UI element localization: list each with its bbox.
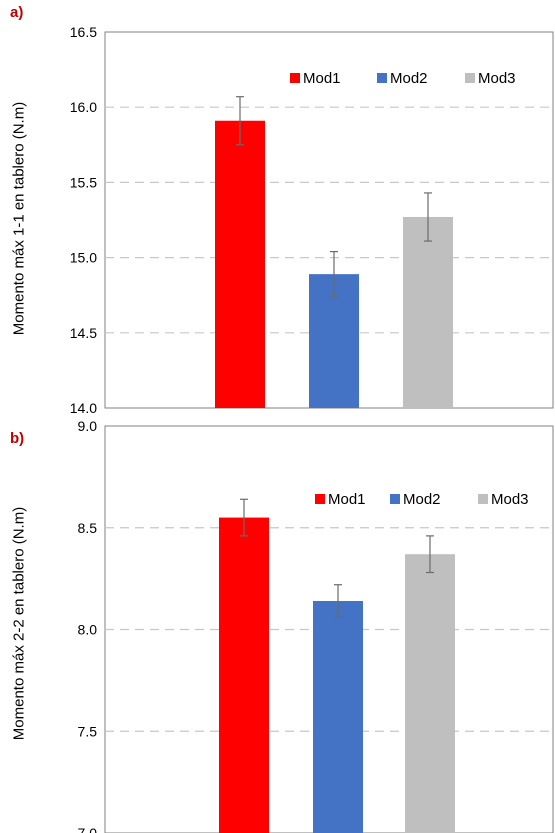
chart-b-y-tick-label: 8.0: [78, 622, 98, 638]
chart-b-legend-swatch-mod2: [390, 494, 400, 504]
chart-b-bar-mod3: [405, 554, 455, 833]
chart-b-bar-mod1: [219, 517, 269, 833]
chart-a-legend-label-mod2: Mod2: [390, 70, 428, 87]
chart-b-y-tick-label: 7.5: [78, 723, 98, 739]
chart-b-bar-mod2: [313, 601, 363, 833]
panel-label-b: b): [10, 430, 25, 447]
chart-b-legend-swatch-mod1: [315, 494, 325, 504]
chart-panel-a: a) Momento máx 1-1 en tablero (N.m) 14.0…: [0, 0, 555, 415]
chart-b-legend-label-mod2: Mod2: [403, 491, 441, 508]
chart-a-y-tick-label: 16.5: [70, 24, 97, 40]
chart-b-y-tick-label: 9.0: [78, 418, 98, 434]
chart-a-legend-label-mod3: Mod3: [478, 70, 516, 87]
chart-a-bar-mod1: [215, 120, 265, 409]
chart-a-y-tick-label: 14.5: [70, 325, 97, 341]
chart-b-y-tick-label: 8.5: [78, 520, 98, 536]
chart-a-bar-mod3: [403, 216, 453, 408]
chart-a-svg: 14.0 14.5 15.0 15.5 16.0 16.5 Mod1 Mod2 Mod3: [70, 24, 554, 415]
chart-b-legend-swatch-mod3: [478, 494, 488, 504]
chart-a-y-tick-label: 15.5: [70, 174, 97, 190]
chart-a-y-tick-label: 15.0: [70, 250, 97, 266]
chart-b-svg: 7.0 7.5 8.0 8.5 9.0 Mod1 Mod2 Mod3: [78, 418, 554, 833]
chart-a-legend-swatch-mod2: [377, 73, 387, 83]
chart-a-legend-swatch-mod1: [290, 73, 300, 83]
chart-a-legend-label-mod1: Mod1: [303, 70, 341, 87]
chart-a-y-tick-label: 14.0: [70, 400, 97, 415]
chart-b-y-tick-label: 7.0: [78, 825, 98, 833]
chart-b-legend-label-mod3: Mod3: [491, 491, 529, 508]
chart-a-legend-swatch-mod3: [465, 73, 475, 83]
panel-label-a: a): [10, 4, 24, 21]
chart-panel-b: b) Momento máx 2-2 en tablero (N.m) 7.0 7…: [0, 415, 555, 833]
chart-a-y-tick-label: 16.0: [70, 99, 97, 115]
chart-b-legend-label-mod1: Mod1: [328, 491, 366, 508]
